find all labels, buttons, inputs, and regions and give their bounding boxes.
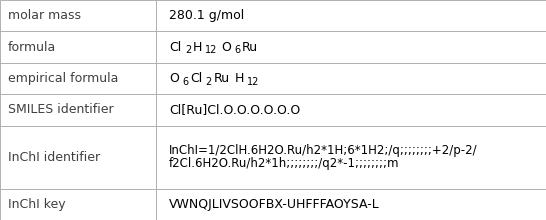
Text: 6: 6 [234, 45, 240, 55]
Text: 280.1 g/mol: 280.1 g/mol [169, 9, 245, 22]
Text: 2: 2 [185, 45, 191, 55]
Text: Ru: Ru [214, 72, 230, 85]
Text: InChI key: InChI key [8, 198, 66, 211]
Text: empirical formula: empirical formula [8, 72, 118, 85]
Text: O: O [169, 72, 179, 85]
Text: 12: 12 [247, 77, 259, 87]
Text: VWNQJLIVSOOFBX-UHFFFAOYSA-L: VWNQJLIVSOOFBX-UHFFFAOYSA-L [169, 198, 380, 211]
Text: molar mass: molar mass [8, 9, 81, 22]
Text: Cl[Ru]Cl.O.O.O.O.O.O: Cl[Ru]Cl.O.O.O.O.O.O [169, 103, 300, 117]
Text: H: H [235, 72, 244, 85]
Text: 6: 6 [182, 77, 188, 87]
Text: SMILES identifier: SMILES identifier [8, 103, 114, 117]
Text: Cl: Cl [190, 72, 202, 85]
Text: Ru: Ru [242, 41, 258, 54]
Text: Cl: Cl [169, 41, 181, 54]
Text: InChI identifier: InChI identifier [8, 151, 100, 164]
Text: formula: formula [8, 41, 56, 54]
Text: 2: 2 [206, 77, 212, 87]
Text: 12: 12 [205, 45, 218, 55]
Text: f2Cl.6H2O.Ru/h2*1h;;;;;;;;/q2*-1;;;;;;;;m: f2Cl.6H2O.Ru/h2*1h;;;;;;;;/q2*-1;;;;;;;;… [169, 157, 400, 170]
Text: O: O [221, 41, 231, 54]
Text: H: H [193, 41, 203, 54]
Text: InChI=1/2ClH.6H2O.Ru/h2*1H;6*1H2;/q;;;;;;;;+2/p-2/: InChI=1/2ClH.6H2O.Ru/h2*1H;6*1H2;/q;;;;;… [169, 144, 478, 157]
